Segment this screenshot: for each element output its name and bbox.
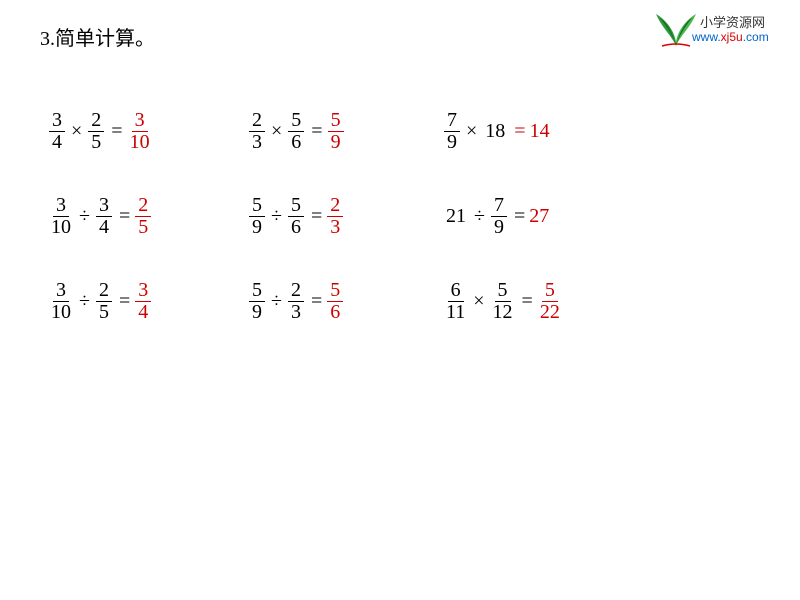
problems-grid: 34 × 25 = 310 23 × 56 = 59 79 × 18 =14 3… bbox=[48, 110, 688, 365]
problem-row: 310 ÷ 25 = 34 59 ÷ 23 = 56 611 × 512 = 5… bbox=[48, 280, 688, 323]
answer: 25 bbox=[134, 195, 152, 238]
answer: 27 bbox=[529, 205, 549, 228]
problem-r1c1: 34 × 25 = 310 bbox=[48, 110, 248, 153]
problem-row: 310 ÷ 34 = 25 59 ÷ 56 = 23 21 ÷ 79 =27 bbox=[48, 195, 688, 238]
divide-icon: ÷ bbox=[271, 290, 282, 313]
times-icon: × bbox=[473, 290, 484, 313]
problem-r3c2: 59 ÷ 23 = 56 bbox=[248, 280, 443, 323]
problem-row: 34 × 25 = 310 23 × 56 = 59 79 × 18 =14 bbox=[48, 110, 688, 153]
answer: 310 bbox=[127, 110, 153, 153]
problem-r2c2: 59 ÷ 56 = 23 bbox=[248, 195, 443, 238]
problem-r3c1: 310 ÷ 25 = 34 bbox=[48, 280, 248, 323]
divide-icon: ÷ bbox=[79, 205, 90, 228]
times-icon: × bbox=[466, 120, 477, 143]
problem-r3c3: 611 × 512 = 522 bbox=[443, 280, 653, 323]
answer: 23 bbox=[326, 195, 344, 238]
times-icon: × bbox=[71, 120, 82, 143]
times-icon: × bbox=[271, 120, 282, 143]
site-logo: 小学资源网 www.xj5u.com bbox=[652, 6, 782, 56]
logo-title: 小学资源网 bbox=[700, 12, 765, 31]
problem-r2c3: 21 ÷ 79 =27 bbox=[443, 195, 653, 238]
divide-icon: ÷ bbox=[271, 205, 282, 228]
problem-r2c1: 310 ÷ 34 = 25 bbox=[48, 195, 248, 238]
answer: 522 bbox=[537, 280, 563, 323]
answer: 14 bbox=[530, 120, 550, 143]
answer: 59 bbox=[327, 110, 345, 153]
answer: 34 bbox=[134, 280, 152, 323]
divide-icon: ÷ bbox=[79, 290, 90, 313]
answer: 56 bbox=[326, 280, 344, 323]
problem-r1c2: 23 × 56 = 59 bbox=[248, 110, 443, 153]
problem-r1c3: 79 × 18 =14 bbox=[443, 110, 653, 153]
logo-url: www.xj5u.com bbox=[692, 30, 769, 44]
divide-icon: ÷ bbox=[474, 205, 485, 228]
question-heading: 3.简单计算。 bbox=[40, 22, 155, 51]
